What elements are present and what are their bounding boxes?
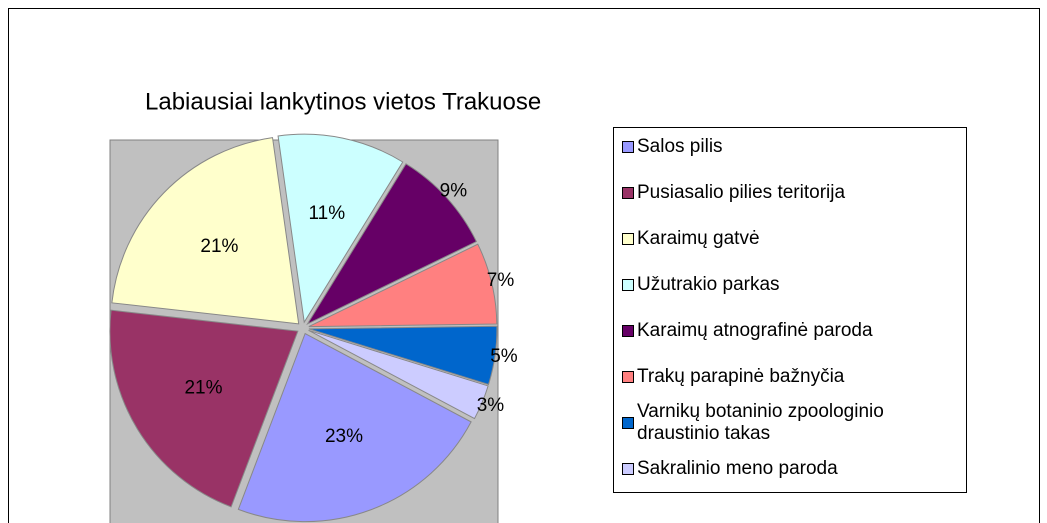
legend-item: Sakralinio meno paroda <box>622 446 962 492</box>
legend-swatch <box>622 417 634 429</box>
legend-item: Karaimų gatvė <box>622 216 962 262</box>
legend-label: Sakralinio meno paroda <box>637 458 838 479</box>
data-label: 21% <box>200 236 238 257</box>
legend-swatch <box>622 325 634 337</box>
pie-slice <box>308 243 498 328</box>
legend-label: Salos pilis <box>637 136 723 157</box>
legend-label: Karaimų atnografinė paroda <box>637 320 873 341</box>
data-label: 9% <box>440 181 468 202</box>
legend-item: Užutrakio parkas <box>622 262 962 308</box>
pie-slice <box>308 325 498 386</box>
pie-slice <box>277 133 404 324</box>
legend-swatch <box>622 233 634 245</box>
legend-label: Varnikų botaninio zpoologinio draustinio… <box>637 401 884 444</box>
data-label: 7% <box>487 270 515 291</box>
data-label: 5% <box>490 346 518 367</box>
pie-slice <box>111 137 300 325</box>
data-label: 23% <box>325 426 363 447</box>
pie-slice <box>237 332 472 523</box>
data-label: 3% <box>477 395 505 416</box>
data-label: 21% <box>184 378 222 399</box>
legend-label: Pusiasalio pilies teritorija <box>637 182 846 203</box>
data-label: 11% <box>309 203 346 224</box>
legend-item: Pusiasalio pilies teritorija <box>622 170 962 216</box>
legend-label: Karaimų gatvė <box>637 228 760 249</box>
pie-slice <box>308 329 489 420</box>
legend-item: Trakų parapinė bažnyčia <box>622 354 962 400</box>
legend-swatch <box>622 187 634 199</box>
chart-title: Labiausiai lankytinos vietos Trakuose <box>145 88 541 115</box>
legend-item: Karaimų atnografinė paroda <box>622 308 962 354</box>
legend-label: Trakų parapinė bažnyčia <box>637 366 845 387</box>
legend-item: Salos pilis <box>622 124 962 170</box>
legend-swatch <box>622 279 634 291</box>
legend-swatch <box>622 463 634 475</box>
legend-swatch <box>622 371 634 383</box>
legend-swatch <box>622 141 634 153</box>
pie-slice <box>306 163 478 326</box>
pie-slice <box>109 309 299 508</box>
legend-label: Užutrakio parkas <box>637 274 780 295</box>
legend-item: Varnikų botaninio zpoologinio draustinio… <box>622 400 962 446</box>
legend: Salos pilis Pusiasalio pilies teritorija K… <box>613 127 967 493</box>
